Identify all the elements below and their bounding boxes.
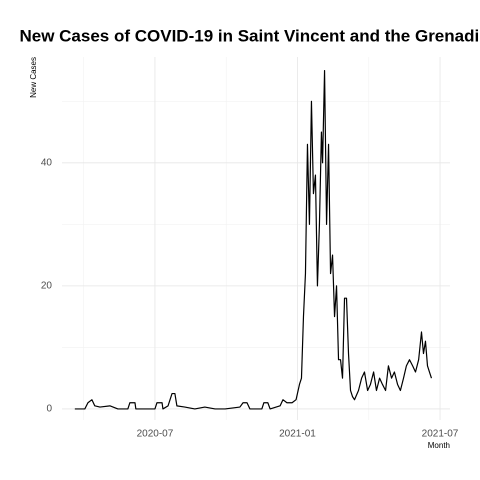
plot: 0 20 40 2020-07 2021-01 2021-07 [41,69,459,440]
x-tick-label: 2020-07 [137,429,174,440]
y-tick-label: 20 [41,281,53,292]
x-tick-label: 2021-01 [279,429,316,440]
x-axis-label: Month [428,441,450,450]
y-tick-label: 0 [46,404,52,415]
y-tick-label: 40 [41,157,53,168]
y-axis-label: New Cases [29,57,38,98]
chart-title: New Cases of COVID-19 in Saint Vincent a… [19,26,480,45]
x-tick-label: 2021-07 [422,429,459,440]
data-line [74,69,433,410]
